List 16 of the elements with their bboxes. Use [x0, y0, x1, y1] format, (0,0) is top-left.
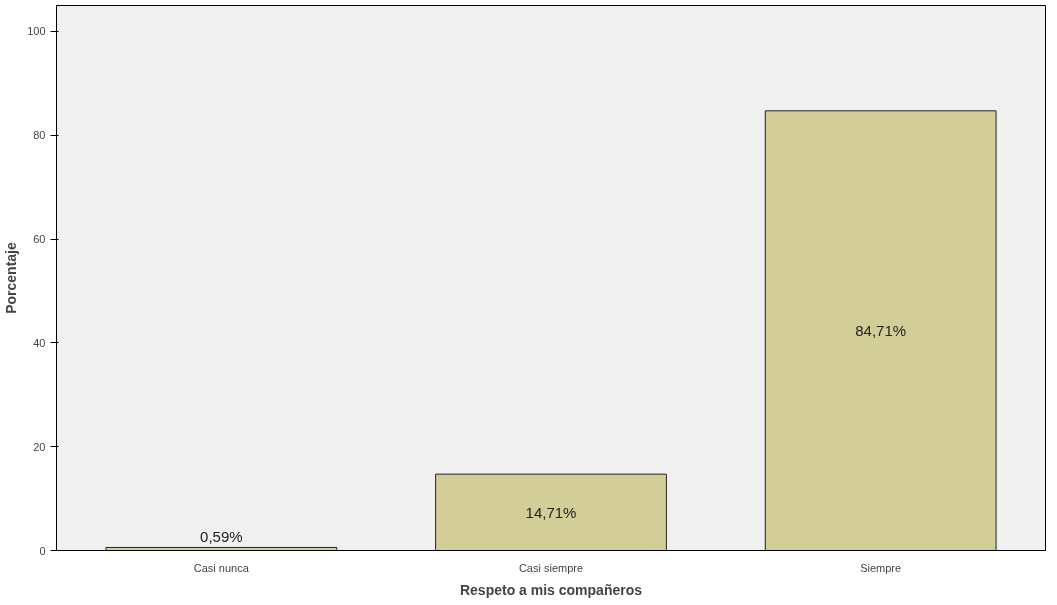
y-tick-label: 100: [27, 25, 46, 38]
data-label: 84,71%: [855, 322, 907, 340]
x-axis-title: Respeto a mis compañeros: [459, 581, 643, 598]
data-label: 14,71%: [525, 503, 577, 521]
data-label: 0,59%: [200, 528, 243, 546]
y-tick-label: 20: [33, 440, 46, 453]
y-tick-label: 40: [33, 336, 46, 349]
y-axis-title: Porcentaje: [3, 241, 20, 314]
x-tick-label: Siempre: [860, 561, 902, 574]
bar: [764, 110, 997, 551]
bar: [435, 473, 667, 551]
x-tick-label: Casi nunca: [193, 561, 250, 574]
y-tick-label: 60: [33, 233, 46, 246]
y-tick-label: 80: [33, 129, 46, 142]
y-tick-label: 0: [39, 544, 46, 557]
x-tick-label: Casi siempre: [518, 561, 584, 574]
